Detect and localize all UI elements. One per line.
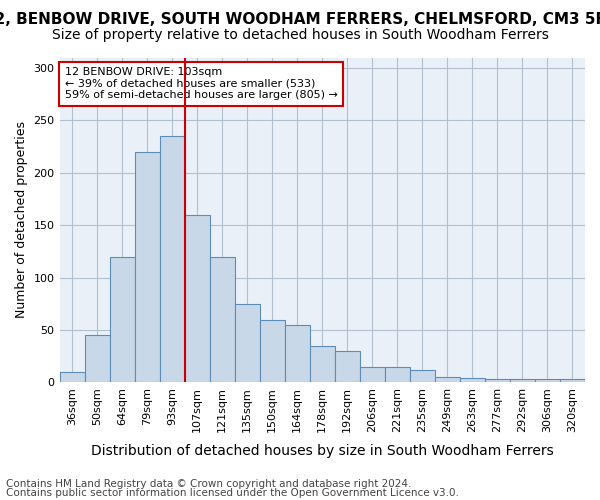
Bar: [235, 304, 260, 382]
Text: Contains HM Land Registry data © Crown copyright and database right 2024.: Contains HM Land Registry data © Crown c…: [6, 479, 412, 489]
Bar: [335, 351, 360, 382]
Bar: [510, 380, 535, 382]
Text: 12 BENBOW DRIVE: 103sqm
← 39% of detached houses are smaller (533)
59% of semi-d: 12 BENBOW DRIVE: 103sqm ← 39% of detache…: [65, 67, 338, 100]
Bar: [485, 380, 510, 382]
Text: 12, BENBOW DRIVE, SOUTH WOODHAM FERRERS, CHELMSFORD, CM3 5FP: 12, BENBOW DRIVE, SOUTH WOODHAM FERRERS,…: [0, 12, 600, 28]
Bar: [385, 366, 410, 382]
Bar: [460, 378, 485, 382]
Bar: [310, 346, 335, 383]
Bar: [260, 320, 285, 382]
Bar: [560, 380, 585, 382]
Bar: [160, 136, 185, 382]
Bar: [185, 214, 209, 382]
Bar: [410, 370, 435, 382]
Bar: [435, 377, 460, 382]
Bar: [59, 372, 85, 382]
Bar: [535, 380, 560, 382]
Text: Contains public sector information licensed under the Open Government Licence v3: Contains public sector information licen…: [6, 488, 459, 498]
Y-axis label: Number of detached properties: Number of detached properties: [15, 122, 28, 318]
X-axis label: Distribution of detached houses by size in South Woodham Ferrers: Distribution of detached houses by size …: [91, 444, 554, 458]
Bar: [134, 152, 160, 382]
Bar: [110, 256, 134, 382]
Bar: [285, 325, 310, 382]
Bar: [360, 366, 385, 382]
Bar: [85, 335, 110, 382]
Bar: [209, 256, 235, 382]
Text: Size of property relative to detached houses in South Woodham Ferrers: Size of property relative to detached ho…: [52, 28, 548, 42]
